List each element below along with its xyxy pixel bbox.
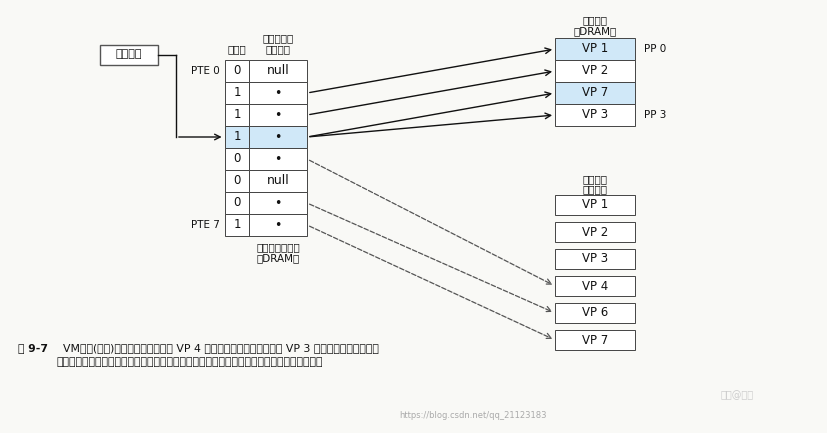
Bar (555, 104, 635, 126)
Bar (249, 82, 307, 104)
Text: 虚拟地址: 虚拟地址 (116, 49, 142, 59)
Text: VP 1: VP 1 (582, 42, 608, 55)
Text: •: • (275, 197, 282, 210)
Bar (555, 303, 635, 323)
Text: 0: 0 (233, 65, 241, 78)
Text: VP 7: VP 7 (582, 87, 608, 100)
Text: VM缺页(之后)。缺页处理程序选择 VP 4 作为牺牲页，并从磁盘上用 VP 3 的副本取代它。在缺页: VM缺页(之后)。缺页处理程序选择 VP 4 作为牺牲页，并从磁盘上用 VP 3… (56, 343, 379, 353)
Text: （磁盘）: （磁盘） (582, 184, 608, 194)
Bar (555, 330, 635, 350)
Bar (225, 148, 249, 170)
Text: 1: 1 (233, 130, 241, 143)
Bar (555, 249, 635, 269)
Text: PP 0: PP 0 (644, 44, 666, 54)
Text: 虚拟内存: 虚拟内存 (582, 174, 608, 184)
Text: （DRAM）: （DRAM） (573, 26, 617, 36)
Text: VP 2: VP 2 (582, 65, 608, 78)
Text: VP 4: VP 4 (582, 279, 608, 293)
Text: 常驻内存的页表: 常驻内存的页表 (256, 242, 300, 252)
Text: VP 3: VP 3 (582, 252, 608, 265)
Bar (225, 104, 249, 126)
Text: 处理程序重新启动导致缺页的指令之后，该指令将从内存中正常地读取字，而不会再产生异常: 处理程序重新启动导致缺页的指令之后，该指令将从内存中正常地读取字，而不会再产生异… (56, 357, 323, 367)
Text: PTE 7: PTE 7 (191, 220, 220, 230)
Text: •: • (275, 109, 282, 122)
Bar (225, 126, 249, 148)
Text: 1: 1 (233, 87, 241, 100)
Text: 磁盘地址: 磁盘地址 (265, 44, 290, 54)
Bar (225, 170, 249, 192)
Text: PP 3: PP 3 (643, 110, 667, 120)
Bar (100, 45, 158, 65)
Text: PTE 0: PTE 0 (191, 66, 220, 76)
Text: https://blog.csdn.net/qq_21123183: https://blog.csdn.net/qq_21123183 (399, 410, 547, 420)
Text: 0: 0 (233, 152, 241, 165)
Bar (555, 276, 635, 296)
Bar (555, 82, 635, 104)
Text: 0: 0 (233, 174, 241, 187)
Bar (555, 60, 635, 82)
Text: （DRAM）: （DRAM） (256, 253, 299, 263)
Text: 物理内存: 物理内存 (582, 15, 608, 25)
Text: VP 6: VP 6 (582, 307, 608, 320)
Bar (249, 148, 307, 170)
Bar (555, 222, 635, 242)
Bar (225, 60, 249, 82)
Bar (249, 60, 307, 82)
Text: •: • (275, 152, 282, 165)
Text: •: • (275, 130, 282, 143)
Text: 物理页号或: 物理页号或 (262, 33, 294, 43)
Bar (225, 214, 249, 236)
Text: •: • (275, 219, 282, 232)
Bar (249, 214, 307, 236)
Bar (555, 38, 635, 60)
Bar (555, 195, 635, 215)
Bar (225, 82, 249, 104)
Text: 1: 1 (233, 109, 241, 122)
Text: •: • (275, 87, 282, 100)
Bar (249, 126, 307, 148)
Text: 知乎@围城: 知乎@围城 (720, 390, 753, 400)
Bar (249, 170, 307, 192)
Text: 1: 1 (233, 219, 241, 232)
Bar (249, 192, 307, 214)
Text: 有效位: 有效位 (227, 44, 246, 54)
Text: null: null (266, 174, 289, 187)
Text: null: null (266, 65, 289, 78)
Bar (225, 192, 249, 214)
Text: 图 9-7: 图 9-7 (18, 343, 48, 353)
Text: 0: 0 (233, 197, 241, 210)
Bar (249, 104, 307, 126)
Text: VP 1: VP 1 (582, 198, 608, 211)
Text: VP 3: VP 3 (582, 109, 608, 122)
Text: VP 7: VP 7 (582, 333, 608, 346)
Text: VP 2: VP 2 (582, 226, 608, 239)
